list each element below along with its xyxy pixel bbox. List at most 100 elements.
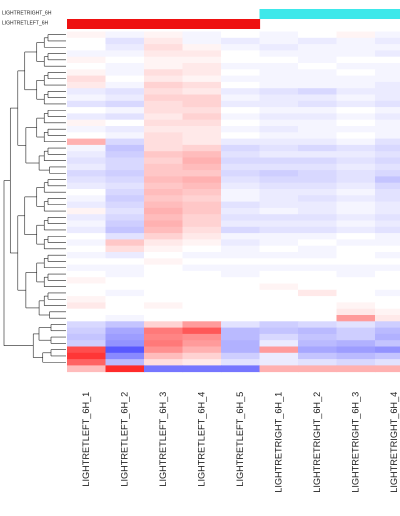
heatmap-cell-r15-c6 [298, 126, 338, 133]
heatmap-cell-r49-c0 [67, 340, 107, 347]
heatmap-cell-r7-c1 [105, 75, 145, 83]
heatmap-cell-r8-c4 [221, 81, 261, 89]
heatmap-cell-r4-c5 [259, 56, 299, 64]
heatmap-cell-r5-c7 [336, 63, 376, 70]
heatmap-cell-r26-c8 [375, 195, 400, 202]
heatmap-cell-r32-c0 [67, 233, 107, 240]
heatmap-cell-r23-c0 [67, 176, 107, 184]
heatmap-cell-r47-c5 [259, 327, 299, 335]
heatmap-cell-r22-c1 [105, 170, 145, 177]
heatmap-cell-r35-c4 [221, 252, 261, 259]
heatmap-cell-r51-c8 [375, 352, 400, 360]
heatmap-cell-r44-c6 [298, 308, 338, 316]
heatmap-cell-r45-c4 [221, 315, 261, 322]
heatmap-cell-r53-c8 [375, 365, 400, 373]
heatmap-cell-r5-c8 [375, 63, 400, 70]
heatmap-cell-r31-c2 [144, 226, 184, 234]
heatmap-cell-r10-c6 [298, 94, 338, 102]
heatmap-cell-r3-c5 [259, 50, 299, 58]
heatmap-cell-r34-c2 [144, 245, 184, 253]
heatmap-cell-r8-c3 [182, 81, 222, 89]
heatmap-cell-r48-c2 [144, 333, 184, 341]
heatmap-cell-r15-c1 [105, 126, 145, 133]
heatmap-cell-r53-c6 [298, 365, 338, 373]
heatmap-cell-r7-c4 [221, 75, 261, 83]
heatmap-cell-r2-c1 [105, 44, 145, 51]
heatmap-cell-r10-c5 [259, 94, 299, 102]
heatmap-cell-r0-c3 [182, 31, 222, 39]
heatmap-cell-r34-c1 [105, 245, 145, 253]
heatmap-cell-r5-c3 [182, 63, 222, 70]
heatmap-cell-r53-c0 [67, 365, 107, 373]
heatmap-cell-r52-c3 [182, 359, 222, 366]
heatmap-cell-r10-c2 [144, 94, 184, 102]
column-labels: LIGHTRETLEFT_6H_1 LIGHTRETLEFT_6H_2 LIGHTR… [81, 392, 399, 493]
heatmap-cell-r32-c1 [105, 233, 145, 240]
heatmap-cell-r13-c1 [105, 113, 145, 121]
heatmap-cell-r48-c3 [182, 333, 222, 341]
heatmap-cell-r27-c6 [298, 201, 338, 209]
heatmap-cell-r32-c7 [336, 233, 376, 240]
heatmap-cell-r25-c5 [259, 189, 299, 196]
heatmap-cell-r15-c3 [182, 126, 222, 133]
heatmap-cell-r34-c3 [182, 245, 222, 253]
heatmap-cell-r5-c0 [67, 63, 107, 70]
heatmap-cell-r43-c3 [182, 302, 222, 310]
heatmap-cell-r24-c6 [298, 182, 338, 190]
heatmap-cell-r0-c6 [298, 31, 338, 39]
heatmap-cell-r43-c6 [298, 302, 338, 310]
heatmap-cell-r34-c6 [298, 245, 338, 253]
heatmap-cell-r32-c4 [221, 233, 261, 240]
heatmap-cell-r20-c6 [298, 157, 338, 165]
heatmap-cell-r47-c8 [375, 327, 400, 335]
heatmap-cell-r4-c2 [144, 56, 184, 64]
heatmap-cell-r12-c1 [105, 107, 145, 114]
heatmap-cell-r28-c6 [298, 207, 338, 215]
heatmap-cell-r5-c4 [221, 63, 261, 70]
heatmap-cell-r33-c7 [336, 239, 376, 247]
heatmap-cell-r24-c5 [259, 182, 299, 190]
heatmap-cell-r34-c5 [259, 245, 299, 253]
heatmap-cell-r46-c1 [105, 321, 145, 328]
heatmap-cell-r52-c4 [221, 359, 261, 366]
column-label-3: LIGHTRETLEFT_6H_4 [197, 392, 207, 487]
heatmap-cell-r48-c1 [105, 333, 145, 341]
heatmap-cell-r33-c8 [375, 239, 400, 247]
heatmap-cell-r9-c3 [182, 88, 222, 95]
heatmap-cell-r49-c6 [298, 340, 338, 347]
heatmap-cell-r9-c6 [298, 88, 338, 95]
heatmap-cell-r12-c0 [67, 107, 107, 114]
heatmap-cell-r7-c5 [259, 75, 299, 83]
heatmap-cell-r42-c4 [221, 296, 261, 303]
heatmap-cell-r3-c7 [336, 50, 376, 58]
heatmap-cell-r24-c1 [105, 182, 145, 190]
heatmap-cell-r39-c6 [298, 277, 338, 284]
heatmap-cell-r21-c5 [259, 163, 299, 171]
column-label-4: LIGHTRETLEFT_6H_5 [235, 392, 245, 487]
annotation-label-1: LIGHTRETLEFT_6H [2, 21, 49, 27]
heatmap-cell-r11-c3 [182, 100, 222, 108]
heatmap-cell-r28-c0 [67, 207, 107, 215]
heatmap-cell-r38-c1 [105, 270, 145, 278]
heatmap-cell-r13-c2 [144, 113, 184, 121]
heatmap-cell-r52-c6 [298, 359, 338, 366]
heatmap-cell-r40-c0 [67, 283, 107, 291]
heatmap-cell-r15-c0 [67, 126, 107, 133]
heatmap-cell-r24-c3 [182, 182, 222, 190]
heatmap-cell-r9-c7 [336, 88, 376, 95]
heatmap-cell-r26-c2 [144, 195, 184, 202]
heatmap-cell-r50-c5 [259, 346, 299, 354]
heatmap-cell-r14-c3 [182, 119, 222, 127]
heatmap-cell-r2-c5 [259, 44, 299, 51]
heatmap-cell-r38-c3 [182, 270, 222, 278]
heatmap-cell-r35-c8 [375, 252, 400, 259]
heatmap-cell-r43-c2 [144, 302, 184, 310]
heatmap-cell-r45-c3 [182, 315, 222, 322]
heatmap-cell-r44-c2 [144, 308, 184, 316]
heatmap-cell-r17-c6 [298, 138, 338, 146]
heatmap-cell-r34-c8 [375, 245, 400, 253]
heatmap-cell-r28-c8 [375, 207, 400, 215]
heatmap-cell-r29-c7 [336, 214, 376, 221]
heatmap-cell-r24-c4 [221, 182, 261, 190]
heatmap-cell-r10-c0 [67, 94, 107, 102]
